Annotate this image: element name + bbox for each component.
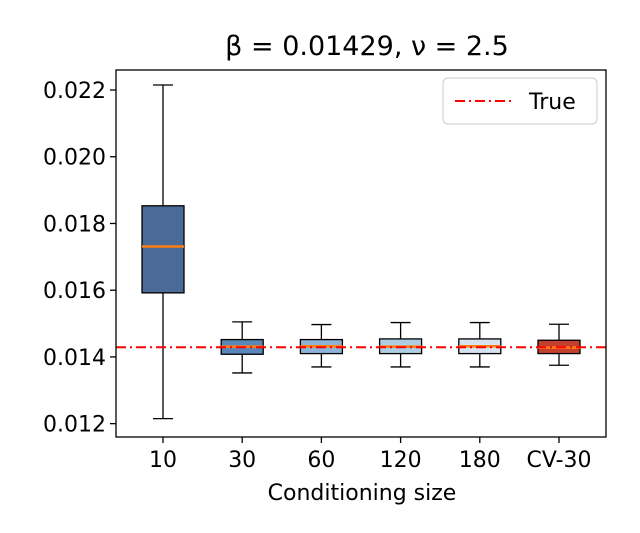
plot-frame: [115, 69, 607, 438]
box-180: [458, 321, 502, 368]
x-tick-label: 10: [149, 448, 177, 473]
x-axis: 10 30 60 120 180 CV-30: [149, 437, 592, 473]
y-tick-label: 0.018: [43, 212, 106, 237]
y-tick-label: 0.014: [43, 346, 106, 371]
y-tick-label: 0.020: [43, 146, 106, 171]
legend-frame: [442, 77, 598, 125]
x-tick-label: CV-30: [526, 448, 591, 473]
x-tick-label: 120: [380, 448, 422, 473]
box-10: [141, 84, 185, 420]
x-tick-label: 30: [228, 448, 256, 473]
y-axis: 0.012 0.014 0.016 0.018 0.020 0.022: [43, 79, 116, 438]
legend-label: True: [528, 90, 576, 115]
x-tick-label: 60: [307, 448, 335, 473]
box-body: [141, 205, 185, 294]
legend: True: [442, 77, 598, 125]
x-tick-label: 180: [459, 448, 501, 473]
plot-content: [116, 84, 606, 420]
x-axis-title: Conditioning size: [268, 481, 457, 506]
y-tick-label: 0.016: [43, 279, 106, 304]
box-60: [299, 323, 344, 368]
box-CV-30: [537, 323, 581, 366]
chart-title: β = 0.01429, ν = 2.5: [225, 31, 509, 62]
y-tick-label: 0.012: [43, 413, 106, 438]
box-120: [378, 321, 423, 368]
y-tick-label: 0.022: [43, 79, 106, 104]
